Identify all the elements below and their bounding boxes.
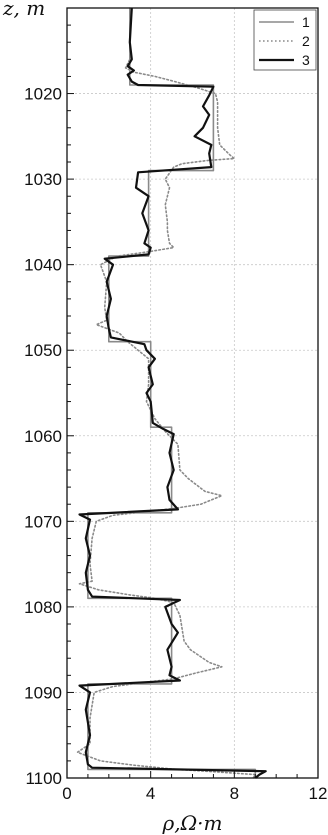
y-tick-label: 1030 bbox=[24, 170, 62, 189]
x-tick-label: 4 bbox=[146, 784, 155, 803]
series-3-line bbox=[78, 7, 267, 779]
x-tick-label: 8 bbox=[230, 784, 239, 803]
legend-label-1: 1 bbox=[302, 14, 310, 30]
legend-label-3: 3 bbox=[302, 52, 310, 68]
series-2-line bbox=[76, 7, 257, 779]
x-tick-label: 0 bbox=[62, 784, 71, 803]
y-tick-label: 1100 bbox=[25, 769, 62, 788]
series-layer bbox=[76, 7, 267, 779]
axis-ticks bbox=[66, 7, 319, 779]
y-tick-label: 1050 bbox=[24, 341, 62, 360]
y-tick-label: 1040 bbox=[24, 256, 62, 275]
x-axis-tick-labels: 0 4 8 12 bbox=[62, 784, 327, 803]
x-tick-label: 12 bbox=[309, 784, 328, 803]
y-tick-label: 1090 bbox=[24, 683, 62, 702]
legend-label-2: 2 bbox=[302, 33, 310, 49]
y-tick-label: 1060 bbox=[24, 427, 62, 446]
legend: 1 2 3 bbox=[253, 9, 317, 71]
y-tick-label: 1070 bbox=[24, 512, 62, 531]
y-tick-label: 1020 bbox=[24, 85, 62, 104]
y-axis-title: z, m bbox=[2, 0, 45, 20]
x-axis-title: ρ,Ω·m bbox=[161, 811, 222, 835]
y-tick-label: 1080 bbox=[24, 598, 62, 617]
y-axis-tick-labels: 1020 1030 1040 1050 1060 1070 1080 1090 1100 bbox=[24, 85, 62, 788]
